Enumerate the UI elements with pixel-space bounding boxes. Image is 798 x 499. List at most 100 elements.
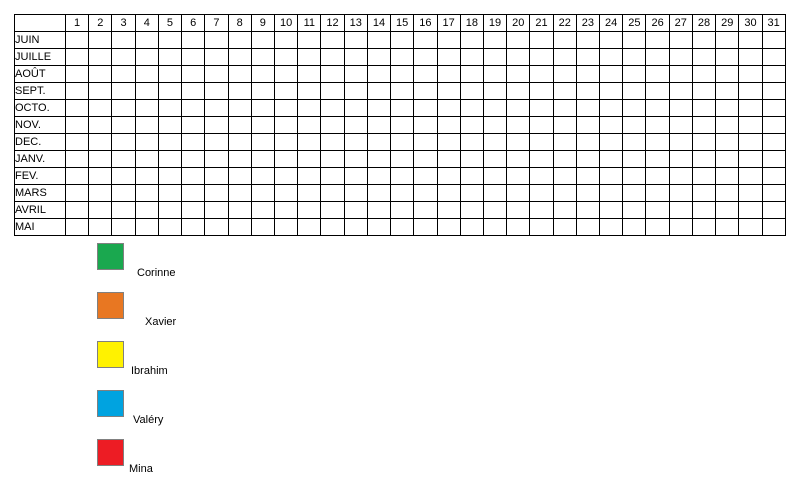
gantt-cell-janv-12[interactable] <box>320 150 345 168</box>
gantt-cell-mai-5[interactable] <box>157 218 183 236</box>
gantt-cell-mai-25[interactable] <box>622 218 647 236</box>
gantt-cell-octo-15[interactable] <box>390 99 415 117</box>
gantt-cell-mars-30[interactable] <box>738 184 763 202</box>
gantt-cell-nov-14[interactable] <box>366 116 392 134</box>
gantt-cell-juin-23-mina[interactable] <box>575 31 601 49</box>
gantt-cell-aot-10[interactable] <box>273 65 299 83</box>
gantt-cell-janv-2-mina[interactable] <box>88 150 113 168</box>
gantt-cell-janv-17[interactable] <box>436 150 461 168</box>
gantt-cell-octo-18[interactable] <box>459 99 484 117</box>
gantt-cell-janv-7[interactable] <box>204 150 229 168</box>
gantt-cell-juille-9-xavier[interactable] <box>250 48 275 66</box>
gantt-cell-octo-19[interactable] <box>482 99 508 117</box>
gantt-cell-nov-28[interactable] <box>691 116 717 134</box>
gantt-cell-avril-3[interactable] <box>111 201 136 219</box>
gantt-cell-juin-28-mina[interactable] <box>691 31 717 49</box>
gantt-cell-janv-11[interactable] <box>297 150 322 168</box>
gantt-cell-janv-31[interactable] <box>761 150 786 168</box>
gantt-cell-aot-7[interactable] <box>204 65 229 83</box>
gantt-cell-janv-1-mina[interactable] <box>64 150 90 168</box>
gantt-cell-mars-17[interactable] <box>436 184 461 202</box>
gantt-cell-mars-13[interactable] <box>343 184 368 202</box>
gantt-cell-mai-20[interactable] <box>506 218 531 236</box>
gantt-cell-avril-2[interactable] <box>88 201 113 219</box>
gantt-cell-sept-29[interactable] <box>715 82 740 100</box>
gantt-cell-fev-26-corinne[interactable] <box>645 167 670 185</box>
gantt-cell-avril-28[interactable] <box>691 201 717 219</box>
gantt-cell-nov-30[interactable] <box>738 116 763 134</box>
gantt-cell-sept-28[interactable] <box>691 82 717 100</box>
gantt-cell-aot-30-valéry[interactable] <box>738 65 763 83</box>
gantt-cell-octo-7[interactable] <box>204 99 229 117</box>
gantt-cell-janv-28[interactable] <box>691 150 717 168</box>
gantt-cell-mai-29[interactable] <box>715 218 740 236</box>
gantt-cell-octo-5[interactable] <box>157 99 183 117</box>
gantt-cell-nov-19[interactable] <box>482 116 508 134</box>
gantt-cell-aot-25-valéry[interactable] <box>622 65 647 83</box>
gantt-cell-mars-3[interactable] <box>111 184 136 202</box>
gantt-cell-janv-19[interactable] <box>482 150 508 168</box>
gantt-cell-mars-31[interactable] <box>761 184 786 202</box>
gantt-cell-dec-15-xavier[interactable] <box>390 133 415 151</box>
gantt-cell-octo-9[interactable] <box>250 99 275 117</box>
gantt-cell-aot-31-valéry[interactable] <box>761 65 786 83</box>
gantt-cell-janv-22[interactable] <box>552 150 577 168</box>
gantt-cell-juille-30[interactable] <box>738 48 763 66</box>
gantt-cell-mai-6[interactable] <box>181 218 206 236</box>
gantt-cell-fev-18-corinne[interactable] <box>459 167 484 185</box>
gantt-cell-fev-10[interactable] <box>273 167 299 185</box>
gantt-cell-mars-25[interactable] <box>622 184 647 202</box>
gantt-cell-sept-11-ibrahim[interactable] <box>297 82 322 100</box>
gantt-cell-sept-27-ibrahim[interactable] <box>668 82 693 100</box>
gantt-cell-juin-2[interactable] <box>88 31 113 49</box>
gantt-cell-aot-29-valéry[interactable] <box>715 65 740 83</box>
gantt-cell-juille-26[interactable] <box>645 48 670 66</box>
gantt-cell-fev-7[interactable] <box>204 167 229 185</box>
gantt-cell-mai-30[interactable] <box>738 218 763 236</box>
gantt-cell-fev-30[interactable] <box>738 167 763 185</box>
gantt-cell-juille-23[interactable] <box>575 48 601 66</box>
gantt-cell-mai-10[interactable] <box>273 218 299 236</box>
gantt-cell-aot-3[interactable] <box>111 65 136 83</box>
gantt-cell-nov-4[interactable] <box>134 116 159 134</box>
gantt-cell-dec-16-xavier[interactable] <box>413 133 438 151</box>
gantt-cell-aot-22-valéry[interactable] <box>552 65 577 83</box>
gantt-cell-dec-25-xavier[interactable] <box>622 133 647 151</box>
gantt-cell-sept-4-mina[interactable] <box>134 82 159 100</box>
gantt-cell-juille-10-xavier[interactable] <box>273 48 299 66</box>
gantt-cell-dec-29-mina[interactable] <box>715 133 740 151</box>
gantt-cell-avril-1[interactable] <box>64 201 90 219</box>
gantt-cell-sept-9[interactable] <box>250 82 275 100</box>
gantt-cell-janv-6[interactable] <box>181 150 206 168</box>
gantt-cell-sept-23-ibrahim[interactable] <box>575 82 601 100</box>
gantt-cell-sept-8[interactable] <box>227 82 252 100</box>
gantt-cell-aot-14[interactable] <box>366 65 392 83</box>
gantt-cell-mai-31[interactable] <box>761 218 786 236</box>
gantt-cell-juille-13-xavier[interactable] <box>343 48 368 66</box>
gantt-cell-sept-16-ibrahim[interactable] <box>413 82 438 100</box>
gantt-cell-mars-10[interactable] <box>273 184 299 202</box>
gantt-cell-octo-6[interactable] <box>181 99 206 117</box>
gantt-cell-juin-18-corinne[interactable] <box>459 31 484 49</box>
gantt-cell-juin-10-corinne[interactable] <box>273 31 299 49</box>
gantt-cell-juille-20[interactable] <box>506 48 531 66</box>
gantt-cell-mai-15[interactable] <box>390 218 415 236</box>
gantt-cell-octo-31[interactable] <box>761 99 786 117</box>
gantt-cell-mai-12[interactable] <box>320 218 345 236</box>
gantt-cell-mai-27[interactable] <box>668 218 693 236</box>
gantt-cell-dec-14[interactable] <box>366 133 392 151</box>
gantt-cell-aot-6[interactable] <box>181 65 206 83</box>
gantt-cell-juin-17-corinne[interactable] <box>436 31 461 49</box>
gantt-cell-mars-23[interactable] <box>575 184 601 202</box>
gantt-cell-sept-30[interactable] <box>738 82 763 100</box>
gantt-cell-mars-8[interactable] <box>227 184 252 202</box>
gantt-cell-octo-14[interactable] <box>366 99 392 117</box>
gantt-cell-juille-15-xavier[interactable] <box>390 48 415 66</box>
gantt-cell-juin-16-corinne[interactable] <box>413 31 438 49</box>
gantt-cell-fev-21-corinne[interactable] <box>529 167 554 185</box>
gantt-cell-sept-5-mina[interactable] <box>157 82 183 100</box>
gantt-cell-juin-27-mina[interactable] <box>668 31 693 49</box>
gantt-cell-juille-28[interactable] <box>691 48 717 66</box>
gantt-cell-juille-5-xavier[interactable] <box>157 48 183 66</box>
gantt-cell-juin-21-mina[interactable] <box>529 31 554 49</box>
